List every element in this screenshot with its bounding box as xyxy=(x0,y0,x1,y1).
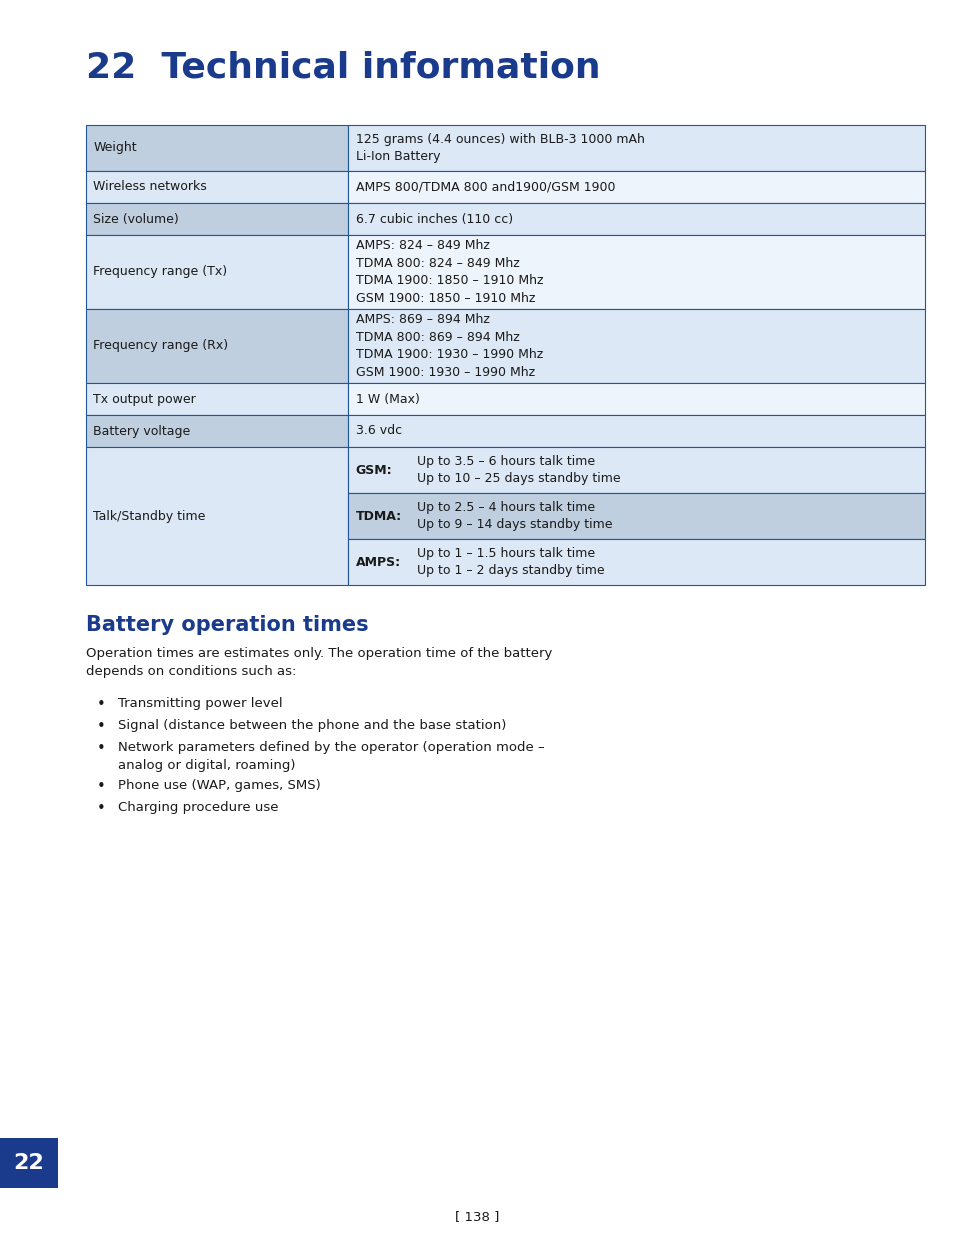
Bar xyxy=(86,235,348,310)
Text: AMPS 800/TDMA 800 and1900/GSM 1900: AMPS 800/TDMA 800 and1900/GSM 1900 xyxy=(355,181,615,193)
Text: Up to 3.5 – 6 hours talk time
Up to 10 – 25 days standby time: Up to 3.5 – 6 hours talk time Up to 10 –… xyxy=(416,454,619,485)
Text: 1 W (Max): 1 W (Max) xyxy=(355,393,419,406)
Text: •: • xyxy=(96,696,105,713)
Text: •: • xyxy=(96,801,105,816)
Text: 22  Technical information: 22 Technical information xyxy=(86,50,599,84)
Text: Frequency range (Rx): Frequency range (Rx) xyxy=(93,339,229,352)
Text: 22: 22 xyxy=(13,1153,45,1173)
Bar xyxy=(348,310,924,383)
Bar xyxy=(86,310,348,383)
Text: Battery voltage: Battery voltage xyxy=(93,424,191,438)
Bar xyxy=(348,416,924,447)
Text: Weight: Weight xyxy=(93,141,137,155)
Text: 3.6 vdc: 3.6 vdc xyxy=(355,424,401,438)
Bar xyxy=(86,125,348,171)
Bar xyxy=(0,1138,58,1188)
Text: Phone use (WAP, games, SMS): Phone use (WAP, games, SMS) xyxy=(118,779,320,792)
Text: [ 138 ]: [ 138 ] xyxy=(455,1211,498,1223)
Text: Transmitting power level: Transmitting power level xyxy=(118,696,282,710)
Bar xyxy=(348,493,924,539)
Text: Frequency range (Tx): Frequency range (Tx) xyxy=(93,266,228,278)
Bar xyxy=(348,447,924,493)
Bar xyxy=(86,383,348,416)
Text: AMPS:: AMPS: xyxy=(355,555,400,569)
Text: Signal (distance between the phone and the base station): Signal (distance between the phone and t… xyxy=(118,719,506,733)
Text: TDMA:: TDMA: xyxy=(355,509,401,523)
Bar xyxy=(86,203,348,235)
Bar xyxy=(86,416,348,447)
Bar xyxy=(348,171,924,203)
Bar xyxy=(348,235,924,310)
Text: •: • xyxy=(96,741,105,756)
Text: Battery operation times: Battery operation times xyxy=(86,615,368,635)
Text: Up to 1 – 1.5 hours talk time
Up to 1 – 2 days standby time: Up to 1 – 1.5 hours talk time Up to 1 – … xyxy=(416,547,604,578)
Text: 6.7 cubic inches (110 cc): 6.7 cubic inches (110 cc) xyxy=(355,212,513,226)
Text: Size (volume): Size (volume) xyxy=(93,212,179,226)
Bar xyxy=(348,125,924,171)
Text: AMPS: 824 – 849 Mhz
TDMA 800: 824 – 849 Mhz
TDMA 1900: 1850 – 1910 Mhz
GSM 1900:: AMPS: 824 – 849 Mhz TDMA 800: 824 – 849 … xyxy=(355,240,543,305)
Bar xyxy=(348,203,924,235)
Text: Charging procedure use: Charging procedure use xyxy=(118,801,278,814)
Text: 125 grams (4.4 ounces) with BLB-3 1000 mAh
Li-Ion Battery: 125 grams (4.4 ounces) with BLB-3 1000 m… xyxy=(355,132,644,163)
Text: Tx output power: Tx output power xyxy=(93,393,196,406)
Bar xyxy=(348,539,924,585)
Text: GSM:: GSM: xyxy=(355,463,392,477)
Text: Network parameters defined by the operator (operation mode –
analog or digital, : Network parameters defined by the operat… xyxy=(118,741,544,773)
Text: Talk/Standby time: Talk/Standby time xyxy=(93,509,206,523)
Text: Wireless networks: Wireless networks xyxy=(93,181,207,193)
Text: AMPS: 869 – 894 Mhz
TDMA 800: 869 – 894 Mhz
TDMA 1900: 1930 – 1990 Mhz
GSM 1900:: AMPS: 869 – 894 Mhz TDMA 800: 869 – 894 … xyxy=(355,313,542,378)
Bar xyxy=(348,383,924,416)
Text: Operation times are estimates only. The operation time of the battery
depends on: Operation times are estimates only. The … xyxy=(86,646,552,678)
Bar xyxy=(86,171,348,203)
Text: •: • xyxy=(96,719,105,734)
Bar xyxy=(86,447,348,585)
Text: Up to 2.5 – 4 hours talk time
Up to 9 – 14 days standby time: Up to 2.5 – 4 hours talk time Up to 9 – … xyxy=(416,500,612,532)
Text: •: • xyxy=(96,779,105,794)
